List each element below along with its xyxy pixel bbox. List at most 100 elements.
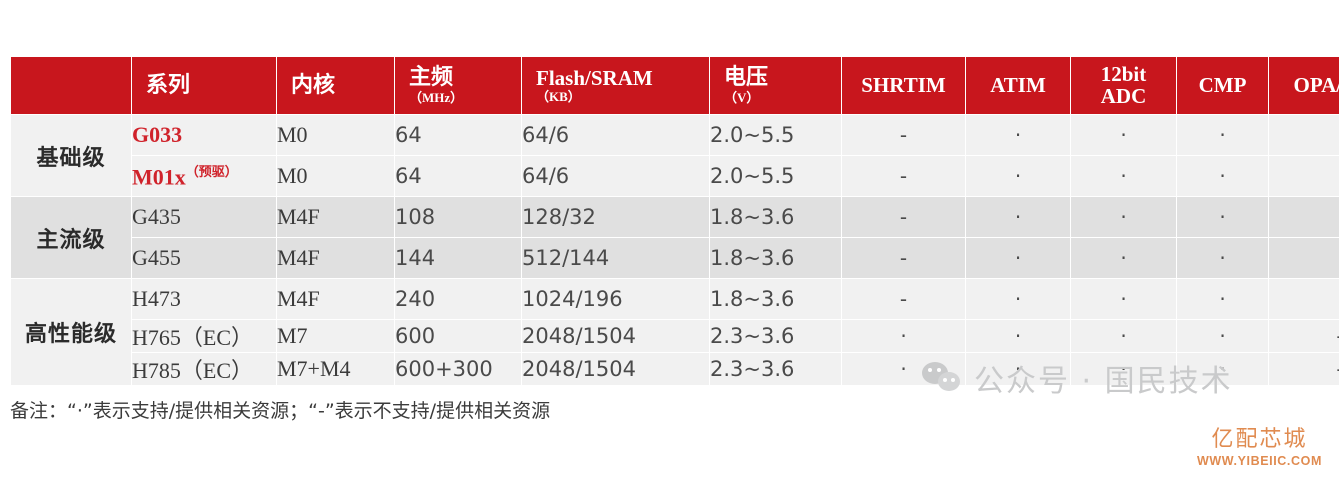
column-header-12bit-adc: 12bit ADC (1070, 56, 1177, 115)
cell-shrtim: - (841, 278, 966, 320)
cell-frequency: 600+300 (394, 352, 522, 386)
cell-opa-pga: · (1268, 237, 1339, 279)
cell-frequency: 64 (394, 155, 522, 197)
column-header-shrtim: SHRTIM (841, 56, 966, 115)
cell-opa-pga: · (1268, 278, 1339, 320)
cell-cmp: · (1176, 352, 1269, 386)
cell-12bit-adc: · (1070, 114, 1177, 156)
series-name: H765（EC） (132, 325, 254, 350)
column-header-voltage: 电压 （V） (709, 56, 842, 115)
column-header-atim: ATIM (965, 56, 1071, 115)
cell-flash-sram: 2048/1504 (521, 352, 710, 386)
cell-12bit-adc: · (1070, 237, 1177, 279)
series-name: M01x (132, 164, 186, 190)
cell-opa-pga: · (1268, 114, 1339, 156)
series-name: G455 (132, 245, 181, 270)
column-header-core: 内核 (276, 56, 395, 115)
cell-shrtim: - (841, 237, 966, 279)
cell-voltage: 2.0~5.5 (709, 114, 842, 156)
row-group-label: 基础级 (10, 114, 132, 197)
cell-frequency: 108 (394, 196, 522, 238)
series-name: G435 (132, 204, 181, 229)
cell-12bit-adc: · (1070, 278, 1177, 320)
column-header-category (10, 56, 132, 115)
cell-voltage: 2.3~3.6 (709, 352, 842, 386)
cell-series: H785（EC） (131, 352, 277, 386)
column-header-cmp: CMP (1176, 56, 1269, 115)
cell-shrtim: - (841, 196, 966, 238)
column-header-flash-sram: Flash/SRAM （KB） (521, 56, 710, 115)
column-header-opa-pga: OPA/PGA (1268, 56, 1339, 115)
cell-shrtim: - (841, 114, 966, 156)
header-row: 系列 内核 主频 （MHz） Flash/SRAM （KB） 电压 （V） (10, 56, 1339, 115)
cell-opa-pga: · (1268, 196, 1339, 238)
cell-opa-pga: - (1268, 319, 1339, 353)
cell-voltage: 1.8~3.6 (709, 278, 842, 320)
cell-flash-sram: 2048/1504 (521, 319, 710, 353)
column-header-frequency: 主频 （MHz） (394, 56, 522, 115)
table-header: 系列 内核 主频 （MHz） Flash/SRAM （KB） 电压 （V） (10, 56, 1339, 115)
column-header-series: 系列 (131, 56, 277, 115)
cell-cmp: · (1176, 155, 1269, 197)
cell-opa-pga: - (1268, 352, 1339, 386)
series-name: G033 (132, 122, 183, 147)
series-note-superscript: （预驱） (185, 165, 238, 181)
cell-cmp: · (1176, 114, 1269, 156)
cell-core: M4F (276, 237, 395, 279)
series-name: H785（EC） (132, 358, 254, 383)
cell-core: M4F (276, 196, 395, 238)
row-group-label: 高性能级 (10, 278, 132, 386)
cell-frequency: 600 (394, 319, 522, 353)
cell-core: M7 (276, 319, 395, 353)
cell-series: G435 (131, 196, 277, 238)
cell-cmp: · (1176, 237, 1269, 279)
brand-name: 亿配芯城 (1211, 427, 1308, 452)
cell-flash-sram: 128/32 (521, 196, 710, 238)
cell-atim: · (965, 196, 1071, 238)
cell-atim: · (965, 114, 1071, 156)
cell-atim: · (965, 155, 1071, 197)
table-body: 基础级G033M06464/62.0~5.5-····M01x（预驱）M0646… (10, 114, 1339, 386)
cell-frequency: 144 (394, 237, 522, 279)
legend-note: 备注：“·”表示支持/提供相关资源；“-”表示不支持/提供相关资源 (10, 400, 551, 422)
cell-flash-sram: 64/6 (521, 155, 710, 197)
series-name: H473 (132, 286, 181, 311)
cell-voltage: 2.0~5.5 (709, 155, 842, 197)
cell-cmp: · (1176, 278, 1269, 320)
cell-series: H765（EC） (131, 319, 277, 353)
cell-shrtim: · (841, 352, 966, 386)
table-row: H785（EC） M7+M4 600+300 2048/1504 2.3~3.6 · · · ·… (11, 352, 1339, 386)
cell-frequency: 240 (394, 278, 522, 320)
cell-core: M0 (276, 155, 395, 197)
cell-flash-sram: 512/144 (521, 237, 710, 279)
row-group-label: 主流级 (10, 196, 132, 279)
mcu-spec-table: 系列 内核 主频 （MHz） Flash/SRAM （KB） 电压 （V） (10, 56, 1339, 386)
cell-series: H473 (131, 278, 277, 320)
cell-opa-pga: · (1268, 155, 1339, 197)
cell-atim: · (965, 352, 1071, 386)
cell-flash-sram: 64/6 (521, 114, 710, 156)
cell-12bit-adc: · (1070, 155, 1177, 197)
brand-url: WWW.YIBEIIC.COM (1197, 454, 1322, 469)
cell-cmp: · (1176, 319, 1269, 353)
cell-series: M01x（预驱） (131, 155, 277, 197)
cell-12bit-adc: · (1070, 196, 1177, 238)
cell-atim: · (965, 278, 1071, 320)
cell-voltage: 1.8~3.6 (709, 196, 842, 238)
cell-voltage: 1.8~3.6 (709, 237, 842, 279)
cell-voltage: 2.3~3.6 (709, 319, 842, 353)
cell-atim: · (965, 237, 1071, 279)
brand-logo: 亿配芯城 WWW.YIBEIIC.COM (1197, 427, 1322, 469)
cell-shrtim: · (841, 319, 966, 353)
cell-core: M0 (276, 114, 395, 156)
cell-series: G033 (131, 114, 277, 156)
cell-atim: · (965, 319, 1071, 353)
cell-core: M4F (276, 278, 395, 320)
